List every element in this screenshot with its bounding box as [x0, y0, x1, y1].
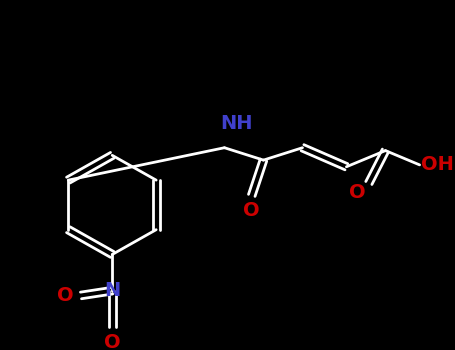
- Text: O: O: [104, 332, 121, 350]
- Text: OH: OH: [421, 155, 454, 174]
- Text: N: N: [104, 281, 120, 300]
- Text: NH: NH: [220, 114, 253, 133]
- Text: O: O: [349, 183, 365, 202]
- Text: O: O: [57, 286, 74, 305]
- Text: O: O: [243, 201, 260, 220]
